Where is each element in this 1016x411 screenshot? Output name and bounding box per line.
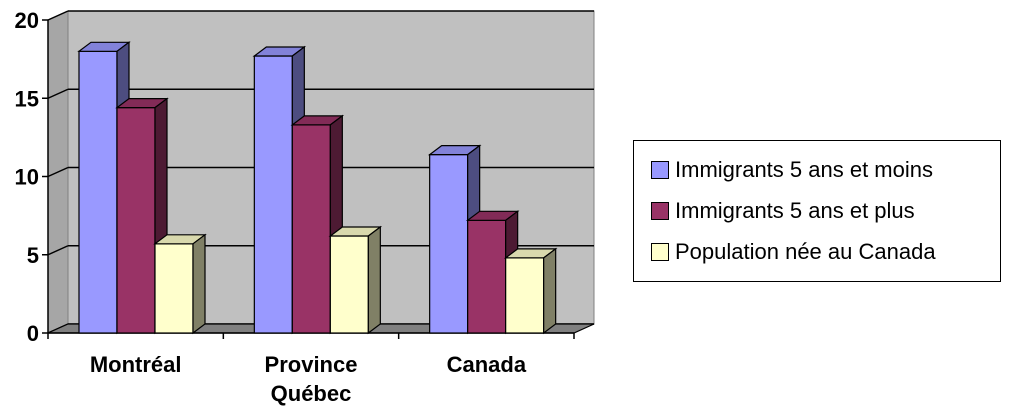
gridline-depth-2 [47, 166, 69, 178]
y-tick-label-4: 20 [15, 8, 39, 33]
legend-label-1: Immigrants 5 ans et plus [675, 197, 915, 223]
x-tick-label-2-line-0: Canada [447, 352, 527, 377]
x-tick-label-1: Province Québec [265, 352, 358, 406]
legend-item-2: Population née au Canada [651, 231, 1000, 272]
legend-swatch-2 [651, 242, 669, 261]
gridline-depth-4 [47, 10, 69, 21]
legend-label-2: Population née au Canada [675, 238, 936, 264]
x-tick-label-1-line-0: Province [265, 352, 358, 377]
bar-front-s2-c2 [505, 257, 545, 334]
bar-front-s1-c2 [467, 219, 507, 334]
bar-side-s2-c1 [367, 225, 381, 335]
bar-front-s2-c1 [329, 235, 369, 334]
bar-front-s1-c0 [116, 107, 156, 334]
bar-front-s2-c0 [154, 243, 194, 334]
legend-item-0: Immigrants 5 ans et moins [651, 149, 1000, 190]
bar-front-s0-c1 [253, 55, 293, 334]
x-tick-label-0-line-0: Montréal [90, 352, 182, 377]
y-tick-label-0: 0 [27, 321, 39, 346]
y-tick-label-2: 10 [15, 165, 39, 190]
x-tick-label-0: Montréal [90, 352, 182, 377]
bar-side-s2-c2 [543, 247, 557, 335]
x-tick-label-1-line-1: Québec [271, 381, 352, 406]
bar-side-s2-c0 [192, 233, 206, 335]
x-tick-label-2: Canada [447, 352, 527, 377]
legend: Immigrants 5 ans et moins Immigrants 5 a… [633, 140, 1001, 282]
y-tick-label-3: 15 [15, 86, 39, 111]
legend-item-1: Immigrants 5 ans et plus [651, 190, 1000, 231]
legend-label-0: Immigrants 5 ans et moins [675, 156, 933, 182]
bar-front-s1-c1 [291, 124, 331, 334]
gridline-depth-3 [47, 88, 69, 99]
bar-front-s0-c0 [78, 50, 118, 334]
legend-swatch-1 [651, 201, 669, 220]
y-tick-label-1: 5 [27, 243, 39, 268]
bar-front-s0-c2 [429, 153, 469, 334]
legend-swatch-0 [651, 160, 669, 179]
gridline-depth-1 [47, 245, 69, 256]
